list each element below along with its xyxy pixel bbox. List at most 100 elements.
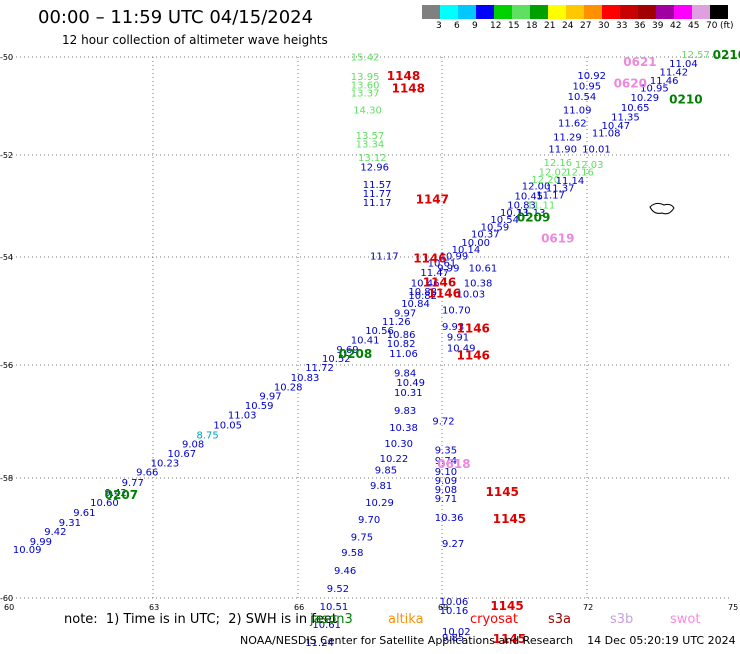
wave-height-value: 10.88 bbox=[408, 287, 437, 298]
wave-height-value: 11.62 bbox=[558, 119, 587, 130]
wave-height-value: 12.57 bbox=[681, 50, 710, 61]
wave-height-value: 11.13 bbox=[517, 208, 546, 219]
legend-s3a: s3a bbox=[548, 612, 572, 627]
wave-height-value: 9.81 bbox=[370, 481, 392, 492]
wave-height-value: 10.06 bbox=[440, 597, 469, 608]
wave-height-value: 13.34 bbox=[356, 140, 385, 151]
x-tick-label: 69 bbox=[438, 603, 448, 612]
wave-height-value: 9.84 bbox=[394, 368, 416, 379]
wave-height-value: 12.00 bbox=[522, 182, 551, 193]
wave-height-value: 10.29 bbox=[631, 93, 660, 104]
wave-height-value: 12.03 bbox=[575, 160, 604, 171]
pass-time-label: 0207 bbox=[105, 488, 138, 502]
colorbar-swatch bbox=[458, 5, 476, 19]
wave-height-value: 11.42 bbox=[660, 68, 689, 79]
wave-height-value: 9.69 bbox=[336, 345, 358, 356]
colorbar-label: 21 bbox=[544, 21, 556, 31]
wave-height-value: 10.86 bbox=[387, 330, 416, 341]
pass-time-label: 1145 bbox=[490, 599, 523, 613]
y-tick-label: -50 bbox=[0, 53, 13, 62]
wave-height-value: 9.42 bbox=[44, 527, 66, 538]
wave-height-value: 10.59 bbox=[481, 222, 510, 233]
wave-height-value: 10.92 bbox=[577, 71, 606, 82]
colorbar-swatch bbox=[422, 5, 440, 19]
legend-swot: swot bbox=[670, 612, 701, 627]
wave-height-value: 9.27 bbox=[442, 539, 464, 550]
colorbar-swatch bbox=[566, 5, 584, 19]
wave-height-value: 10.49 bbox=[396, 378, 425, 389]
colorbar-label: 9 bbox=[472, 21, 478, 31]
wave-height-value: 9.83 bbox=[394, 406, 416, 417]
wave-height-value: 10.82 bbox=[408, 291, 437, 302]
wave-height-value: 11.72 bbox=[305, 363, 334, 374]
colorbar-swatch bbox=[638, 5, 656, 19]
colorbar-swatch bbox=[710, 5, 728, 19]
wave-height-value: 10.30 bbox=[384, 439, 413, 450]
colorbar-swatch bbox=[548, 5, 566, 19]
pass-time-label: 0208 bbox=[339, 347, 372, 361]
wave-height-value: 9.52 bbox=[327, 584, 349, 595]
wave-height-value: 10.03 bbox=[457, 290, 486, 301]
colorbar-label: 24 bbox=[562, 21, 574, 31]
wave-height-value: 9.61 bbox=[73, 508, 95, 519]
x-tick-label: 66 bbox=[294, 603, 304, 612]
wave-height-value: 11.46 bbox=[650, 76, 679, 87]
wave-height-value: 13.57 bbox=[356, 131, 385, 142]
y-tick-label: -56 bbox=[0, 361, 13, 370]
pass-time-label: 0618 bbox=[437, 457, 470, 471]
wave-height-value: 13.12 bbox=[358, 153, 387, 164]
wave-height-value: 10.67 bbox=[168, 449, 197, 460]
wave-height-value: 9.77 bbox=[122, 478, 144, 489]
wave-height-value: 10.59 bbox=[245, 401, 274, 412]
y-tick-label: -54 bbox=[0, 253, 13, 262]
wave-height-value: 10.70 bbox=[442, 306, 471, 317]
x-tick-label: 63 bbox=[149, 603, 159, 612]
wave-height-value: 12.20 bbox=[531, 175, 560, 186]
wave-height-value: 10.46 bbox=[411, 279, 440, 290]
wave-height-value: 10.00 bbox=[461, 238, 490, 249]
wave-height-value: 10.95 bbox=[573, 81, 602, 92]
wave-height-value: 10.84 bbox=[401, 299, 430, 310]
pass-time-label: 1145 bbox=[493, 632, 526, 646]
wave-height-value: 9.74 bbox=[435, 456, 457, 467]
pass-time-label: 0209 bbox=[517, 210, 550, 224]
wave-height-value: 9.10 bbox=[435, 467, 457, 478]
pass-time-label: 0619 bbox=[541, 232, 574, 246]
wave-height-value: 11.04 bbox=[669, 59, 698, 70]
wave-height-value: 10.61 bbox=[469, 264, 498, 275]
colorbar-swatch bbox=[620, 5, 638, 19]
wave-height-value: 10.54 bbox=[490, 215, 519, 226]
legend-jason3: jason3 bbox=[310, 612, 353, 627]
wave-height-value: 10.16 bbox=[440, 606, 469, 617]
wave-height-value: 11.77 bbox=[363, 189, 392, 200]
wave-height-value: 10.65 bbox=[621, 103, 650, 114]
wave-height-value: 12.02 bbox=[539, 167, 568, 178]
wave-height-value: 9.72 bbox=[432, 416, 454, 427]
colorbar-label: 3 bbox=[436, 21, 442, 31]
wave-height-value: 9.85 bbox=[442, 633, 464, 644]
colorbar-swatch bbox=[530, 5, 548, 19]
wave-height-value: 12.16 bbox=[565, 167, 594, 178]
y-tick-label: -58 bbox=[0, 474, 13, 483]
wave-height-value: 12.16 bbox=[544, 158, 573, 169]
wave-height-value: 11.24 bbox=[305, 638, 334, 649]
x-tick-label: 75 bbox=[728, 603, 738, 612]
legend-cryosat: cryosat bbox=[470, 612, 518, 627]
pass-time-label: 1145 bbox=[493, 512, 526, 526]
wave-height-value: 9.91 bbox=[447, 333, 469, 344]
wave-height-value: 9.71 bbox=[435, 494, 457, 505]
wave-height-value: 10.51 bbox=[320, 602, 349, 613]
wave-height-value: 9.35 bbox=[435, 446, 457, 457]
x-tick-label: 72 bbox=[583, 603, 593, 612]
wave-height-value: 11.57 bbox=[363, 180, 392, 191]
pass-time-label: 1146 bbox=[413, 251, 446, 265]
wave-height-value: 10.22 bbox=[380, 454, 409, 465]
wave-height-value: 9.66 bbox=[136, 468, 158, 479]
wave-height-value: 9.08 bbox=[182, 439, 204, 450]
wave-height-value: 10.95 bbox=[640, 83, 669, 94]
wave-height-value: 11.14 bbox=[556, 176, 585, 187]
legend-note: note: 1) Time is in UTC; 2) SWH is in fe… bbox=[64, 612, 337, 627]
wave-height-value: 15.42 bbox=[351, 52, 380, 63]
wave-height-value: 13.95 bbox=[351, 72, 380, 83]
wave-height-value: 10.23 bbox=[151, 459, 180, 470]
